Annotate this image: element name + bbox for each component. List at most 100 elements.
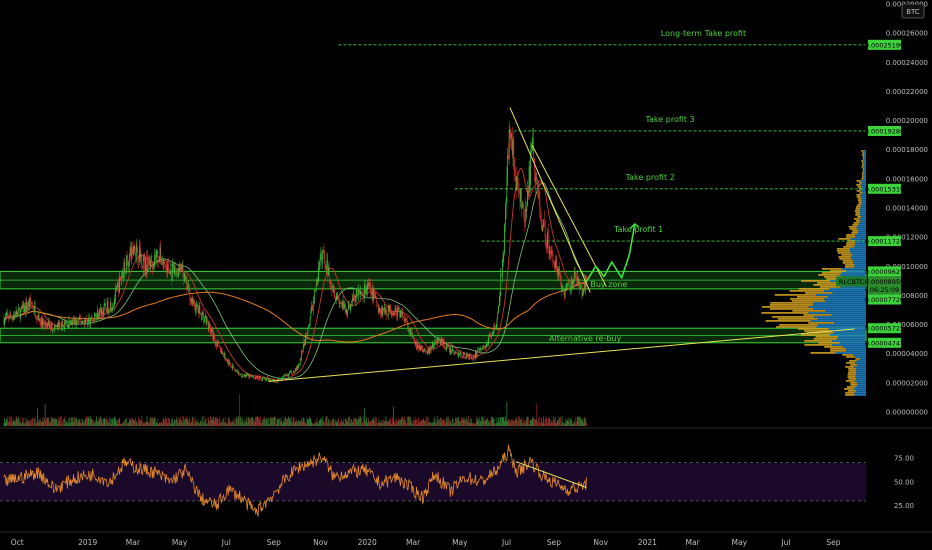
- volume-bar: [359, 417, 361, 426]
- volume-bar: [251, 417, 253, 426]
- candle-body: [220, 349, 222, 353]
- candle-body: [495, 326, 497, 328]
- volume-bar: [270, 416, 272, 426]
- profile-sell: [855, 220, 861, 222]
- candle-body: [240, 373, 242, 377]
- candle-body: [248, 374, 250, 378]
- candle-body: [39, 319, 41, 321]
- volume-bar: [370, 421, 371, 426]
- candle-body: [563, 287, 564, 290]
- price-tick-label: 0.00008000: [886, 292, 928, 300]
- profile-sell: [842, 262, 854, 264]
- profile-sell: [818, 274, 840, 276]
- volume-bar: [553, 419, 555, 426]
- volume-bar: [548, 419, 550, 426]
- volume-bar: [181, 422, 183, 426]
- candle-body: [551, 251, 553, 253]
- volume-bar: [541, 421, 543, 426]
- volume-bar: [8, 421, 9, 426]
- candle-body: [207, 321, 209, 331]
- profile-buy: [841, 272, 866, 274]
- level-price-badge-text: 0.00025199: [865, 41, 904, 49]
- profile-sell: [841, 254, 853, 256]
- candle-body: [44, 321, 45, 325]
- candle-body: [577, 276, 579, 286]
- profile-sell: [821, 268, 842, 270]
- volume-bar: [408, 416, 410, 426]
- volume-bar: [115, 419, 117, 426]
- candle-body: [524, 218, 525, 223]
- volume-bar: [300, 421, 302, 426]
- candle-body: [250, 375, 252, 377]
- candle-body: [413, 339, 415, 341]
- candle-body: [37, 318, 38, 320]
- volume-bar: [136, 423, 138, 426]
- volume-bar: [249, 418, 251, 426]
- candle-body: [174, 268, 175, 275]
- volume-bar: [509, 422, 511, 426]
- price-axis[interactable]: 0.000000000.000020000.000040000.00006000…: [886, 1, 928, 511]
- profile-buy: [856, 372, 866, 374]
- candle-body: [18, 308, 20, 310]
- candle-body: [477, 349, 479, 351]
- volume-bar: [321, 416, 323, 426]
- price-tick-label: 0.00014000: [886, 205, 928, 213]
- volume-bar: [216, 417, 218, 426]
- volume-bar: [345, 418, 347, 426]
- volume-bar: [542, 423, 544, 426]
- time-tick-label: Sep: [267, 538, 281, 547]
- candle-body: [489, 333, 491, 336]
- volume-bar: [356, 420, 358, 426]
- volume-bar: [157, 418, 159, 426]
- candle-body: [488, 333, 490, 338]
- volume-bar: [347, 417, 349, 426]
- volume-bar: [540, 417, 542, 426]
- candle-body: [393, 312, 394, 316]
- volume-bar: [223, 422, 225, 426]
- currency-badge[interactable]: BTC: [901, 3, 925, 19]
- profile-buy: [854, 244, 866, 246]
- candle-body: [376, 299, 378, 305]
- candle-body: [351, 305, 352, 307]
- volume-bar: [106, 420, 108, 426]
- candle-body: [235, 369, 237, 372]
- candle-body: [283, 375, 285, 377]
- profile-sell: [861, 176, 864, 178]
- candle-body: [481, 348, 482, 350]
- candle-body: [420, 346, 422, 351]
- volume-bar: [24, 423, 25, 426]
- profile-buy: [851, 258, 866, 260]
- volume-bar: [401, 416, 403, 426]
- candle-body: [521, 203, 523, 209]
- candle-body: [46, 325, 48, 328]
- volume-bar: [99, 416, 101, 426]
- candle-body: [442, 338, 443, 345]
- candle-body: [332, 287, 334, 293]
- candle-body: [348, 302, 350, 307]
- candle-body: [434, 339, 436, 345]
- volume-bar: [419, 423, 421, 426]
- volume-bar: [77, 422, 79, 426]
- candle-body: [149, 261, 151, 268]
- time-axis[interactable]: Oct 2019 Mar May Jul Sep Nov 2020 Mar May Jul Sep No…: [11, 538, 841, 547]
- candle-body: [12, 317, 14, 320]
- candle-body: [35, 316, 37, 318]
- candle-body: [328, 266, 329, 276]
- volume-bar: [221, 423, 223, 426]
- volume-bar: [550, 420, 552, 426]
- volume-bar: [585, 419, 587, 426]
- volume-bar: [393, 421, 395, 426]
- level-price-badge-text: 0.00015319: [865, 185, 904, 193]
- profile-buy: [860, 184, 866, 186]
- volume-bar: [132, 419, 134, 426]
- level-price-badge-text: 0.00011728: [865, 238, 904, 246]
- profile-buy: [839, 274, 866, 276]
- candle-body: [188, 284, 190, 289]
- volume-bar: [567, 417, 569, 426]
- candle-body: [383, 307, 384, 312]
- volume-bar: [316, 417, 318, 426]
- candle-body: [221, 349, 223, 355]
- volume-bar: [278, 419, 280, 426]
- volume-bar: [238, 416, 240, 426]
